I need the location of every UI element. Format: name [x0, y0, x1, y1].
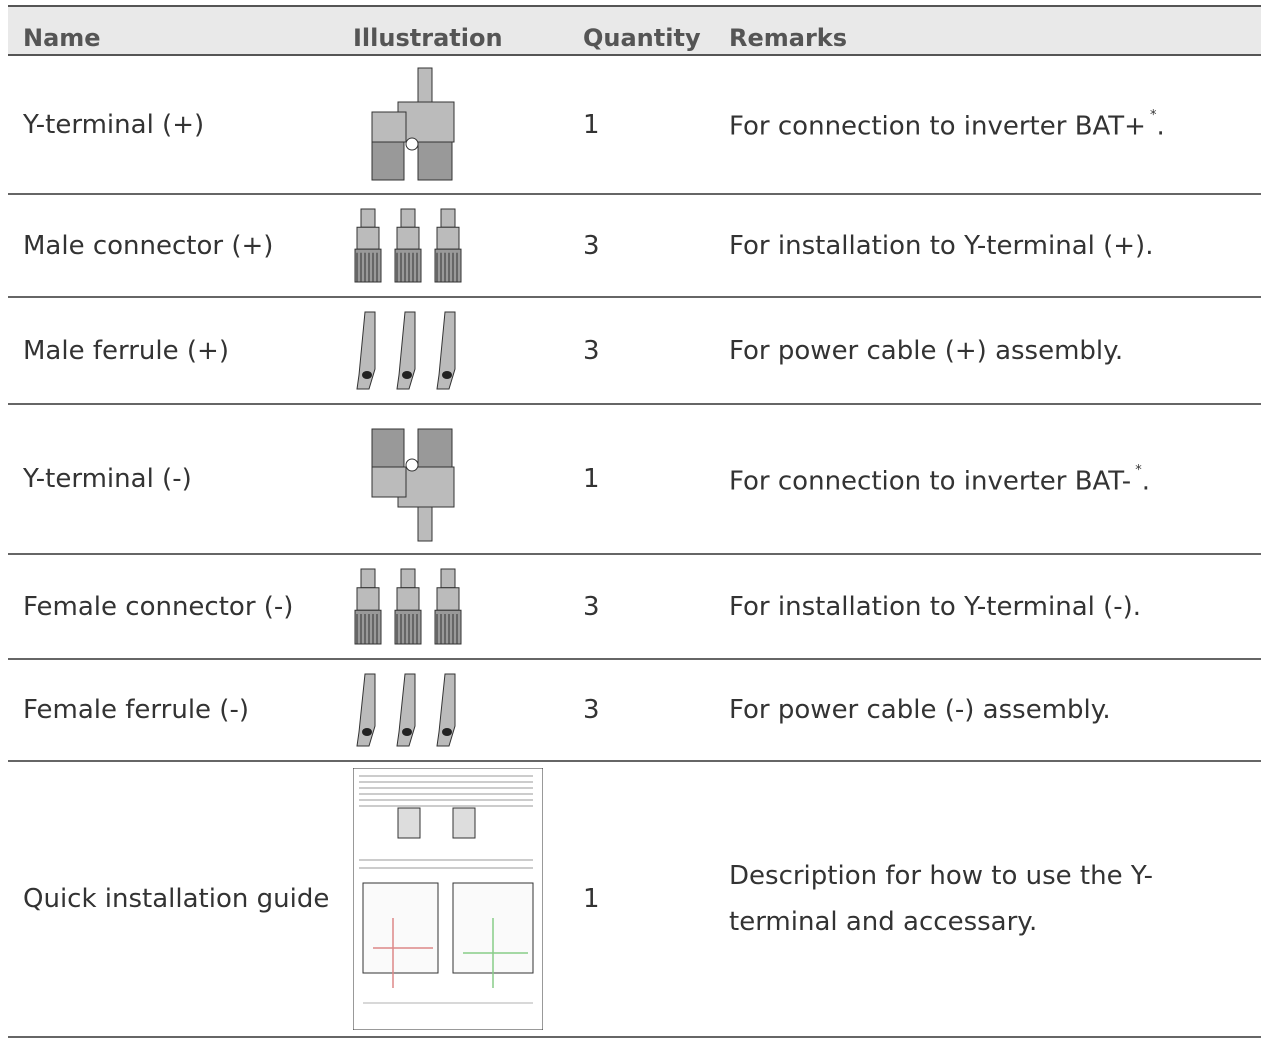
- quantity-cell: 3: [583, 591, 600, 622]
- shape: [356, 311, 376, 390]
- remarks-cell: Description for how to use the Y-termina…: [729, 762, 1259, 1036]
- shape: [356, 226, 380, 250]
- illustration: [353, 768, 543, 1030]
- illustration: [356, 311, 456, 390]
- shape: [442, 371, 452, 379]
- remarks: For power cable (+) assembly.: [729, 335, 1124, 366]
- table-row: Y-terminal (+) 1 For connection to inverte…: [8, 56, 1261, 195]
- shape: [397, 101, 455, 143]
- quantity-cell: 1: [583, 109, 600, 140]
- shape: [356, 673, 376, 747]
- remarks-text: For power cable (-) assembly.: [729, 687, 1111, 733]
- remarks: For power cable (-) assembly.: [729, 695, 1111, 725]
- shape: [396, 311, 416, 390]
- shape: [440, 568, 456, 589]
- remarks-text: For installation to Y-terminal (+).: [729, 223, 1153, 269]
- shape: [362, 728, 372, 736]
- name-cell: Male ferrule (+): [23, 335, 229, 366]
- table-row: Male ferrule (+) 3 For power cable (+) ass…: [8, 298, 1261, 405]
- shape: [436, 673, 456, 747]
- header-cell: Illustration: [353, 24, 503, 52]
- shape: [356, 587, 380, 611]
- remarks-cell: For power cable (+) assembly.: [729, 298, 1259, 403]
- shape: [436, 311, 456, 390]
- shape: [436, 587, 460, 611]
- shape: [396, 673, 416, 747]
- shape: [362, 882, 439, 974]
- table-row: Y-terminal (-) 1 For connection to inverte…: [8, 405, 1261, 555]
- remarks-text: Description for how to use the Y-termina…: [729, 853, 1259, 945]
- remarks-cell: For installation to Y-terminal (+).: [729, 195, 1259, 296]
- remarks: For connection to inverter BAT+: [729, 111, 1146, 142]
- header-cell: Remarks: [729, 24, 848, 52]
- remarks: For connection to inverter BAT-: [729, 466, 1132, 497]
- remarks: For installation to Y-terminal (+).: [729, 230, 1154, 261]
- illustration: [354, 208, 462, 283]
- name-cell: Y-terminal (+): [23, 109, 205, 140]
- table-header: Name Illustration Quantity Remarks: [8, 5, 1261, 56]
- name-cell: Quick installation guide: [23, 884, 330, 914]
- remarks-text: For connection to inverter BAT- *.: [729, 454, 1150, 505]
- illustration: [371, 428, 455, 542]
- table-row: Male connector (+) 3 For installation to Y…: [8, 195, 1261, 298]
- remarks-cell: For connection to inverter BAT+ *.: [729, 56, 1259, 193]
- shape: [397, 466, 455, 508]
- illustration: [354, 568, 462, 645]
- shape: [397, 807, 421, 839]
- quantity-cell: 3: [583, 230, 600, 261]
- shape: [396, 226, 420, 250]
- name-cell: Female connector (-): [23, 591, 294, 622]
- illustration: [356, 673, 456, 747]
- remarks-cell: For connection to inverter BAT- *.: [729, 405, 1259, 553]
- superscript: *: [1149, 108, 1157, 124]
- table-row: Female ferrule (-) 3 For power cable (-) a…: [8, 660, 1261, 762]
- shape: [402, 728, 412, 736]
- shape: [371, 466, 407, 498]
- shape: [362, 371, 372, 379]
- shape: [360, 208, 376, 228]
- shape: [371, 141, 405, 181]
- quantity-cell: 3: [583, 695, 600, 725]
- shape: [417, 141, 453, 181]
- remarks: For installation to Y-terminal (-).: [729, 591, 1142, 622]
- shape: [360, 568, 376, 589]
- quantity-cell: 1: [583, 464, 600, 494]
- remarks-end: .: [1156, 111, 1165, 142]
- shape: [396, 587, 420, 611]
- superscript: *: [1135, 462, 1142, 478]
- illustration: [371, 67, 455, 181]
- shape: [371, 428, 405, 468]
- shape: [452, 807, 476, 839]
- remarks-text: For connection to inverter BAT+ *.: [729, 99, 1165, 150]
- shape: [442, 728, 452, 736]
- table-row: Female connector (-) 3 For installation to…: [8, 555, 1261, 660]
- remarks: Description for how to use the Y-termina…: [729, 861, 1154, 937]
- quantity-cell: 3: [583, 335, 600, 366]
- remarks-cell: For power cable (-) assembly.: [729, 660, 1259, 760]
- remarks-cell: For installation to Y-terminal (-).: [729, 555, 1259, 658]
- shape: [371, 111, 407, 143]
- shape: [402, 371, 412, 379]
- header-cell: Quantity: [583, 24, 701, 52]
- shape: [400, 208, 416, 228]
- shape: [405, 137, 419, 151]
- shape: [371, 428, 455, 542]
- table-row: Quick installation guide 1 Description for…: [8, 762, 1261, 1038]
- shape: [436, 226, 460, 250]
- name-cell: Y-terminal (-): [23, 464, 192, 494]
- remarks-text: For installation to Y-terminal (-).: [729, 584, 1141, 630]
- remarks-text: For power cable (+) assembly.: [729, 328, 1123, 374]
- name-cell: Female ferrule (-): [23, 695, 249, 725]
- header-cell: Name: [23, 24, 101, 52]
- shape: [440, 208, 456, 228]
- shape: [417, 428, 453, 468]
- shape: [400, 568, 416, 589]
- shape: [371, 67, 455, 181]
- remarks-end: .: [1141, 466, 1150, 497]
- quantity-cell: 1: [583, 884, 600, 914]
- shape: [405, 458, 419, 472]
- name-cell: Male connector (+): [23, 230, 274, 261]
